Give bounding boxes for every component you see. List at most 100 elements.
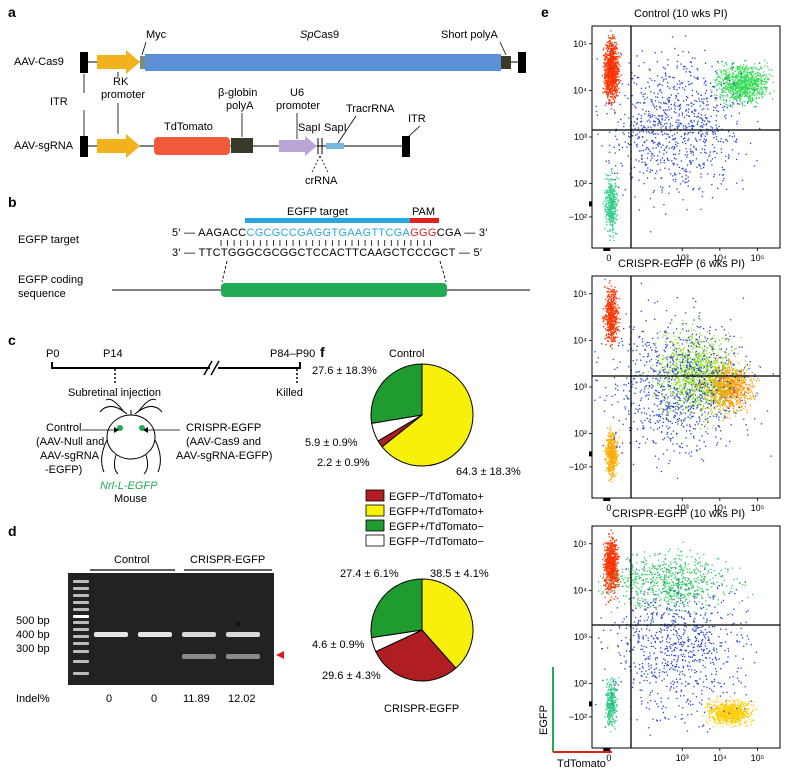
flow-dot [657,124,659,126]
flow-dot [611,189,613,191]
flow-dot [604,56,606,59]
flow-dot [726,83,729,85]
flow-dot [605,329,608,332]
flow-dot [638,160,640,162]
flow-dot [612,194,614,196]
flow-dot [613,313,615,316]
flow-dot [606,221,608,223]
flow-dot [736,394,738,396]
right-eye-icon [139,425,145,431]
flow-dot [609,323,612,325]
nrl-label: Nrl-L-EGFP [100,480,158,492]
flow-dot [604,328,607,330]
flow-dot [731,403,734,405]
flow-dot [758,83,760,85]
flow-dot [762,91,764,93]
flow-dot [755,98,757,100]
flow-dot [690,373,692,375]
flow-dot [605,91,607,93]
flow-dot [614,186,616,188]
flow-dot [606,212,608,214]
flow-dot [711,337,714,339]
flow-dot [725,399,727,401]
flow-dot [743,77,745,79]
flow-dot [714,391,716,393]
flow-dot [651,152,653,154]
flow-dot [735,82,737,84]
flow-dot [710,379,712,381]
flow-dot [669,127,671,129]
flow-dot [743,70,745,72]
flow-dot [611,200,613,202]
flow-dot [721,88,723,90]
flow-dot [604,286,606,288]
flow-dot [755,106,757,108]
flow-dot [653,92,655,94]
flow-dot [649,171,651,173]
flow-dot [604,59,606,61]
flow-dot [618,82,620,84]
flow-dot [740,89,742,91]
flow-dot [725,103,728,105]
flow-dot [692,397,694,400]
flow-dot [644,127,646,129]
flow-dot [609,71,611,73]
flow-dot [606,203,608,205]
flow-dot [608,76,610,78]
flow-dot [684,125,687,127]
flow-dot [689,83,691,85]
flow-dot [725,391,727,393]
myc-label: Myc [146,29,167,41]
flow-dot [611,207,613,209]
flow-dot [740,377,743,380]
flow-dot [744,91,746,93]
flow-dot [740,388,742,391]
flow-dot [608,193,610,196]
flow-dot [615,130,617,132]
flow-dot [750,102,752,104]
flow-dot [618,325,620,328]
flow-dot [605,177,607,180]
flow-dot [687,176,689,178]
flow-dot [755,84,757,86]
flow-dot [691,110,693,112]
flow-dot [668,141,671,143]
itr-right-box-2 [402,136,410,157]
flow-dot [705,397,707,399]
flow-dot [728,91,731,93]
flow-dot [733,386,735,389]
flow-dot [611,48,613,50]
control-label: Control [46,422,81,434]
flow-dot [609,210,612,212]
flow-dot [701,148,703,150]
flow-dot [607,44,609,47]
flow-dot [736,123,738,125]
flow-dot [723,105,726,108]
flow-dot [691,89,694,91]
flow-dot [748,388,751,390]
flow-dot [683,66,685,68]
flow-dot [723,77,726,79]
flow-dot [735,75,738,77]
flow-dot [613,337,616,339]
flow-dot [613,326,615,328]
flow-dot [618,81,621,83]
flow-dot [651,140,653,142]
flow-dot [713,383,715,385]
flow-dot [606,113,608,115]
flow-dot [689,402,691,404]
flow-dot [608,162,610,164]
flow-dot [679,105,681,107]
flow-dot [614,211,616,213]
flow-dot [756,160,758,162]
flow-dot [723,393,725,395]
flow-dot [708,386,710,389]
flow-dot [603,55,605,57]
legend-label: EGFP−/TdTomato− [389,536,484,548]
flow-dot [663,132,666,135]
flow-dot [716,97,718,99]
flow-dot [616,75,618,77]
flow-dot [724,85,726,87]
flow-dot [738,383,740,385]
flow-dot [756,94,758,96]
